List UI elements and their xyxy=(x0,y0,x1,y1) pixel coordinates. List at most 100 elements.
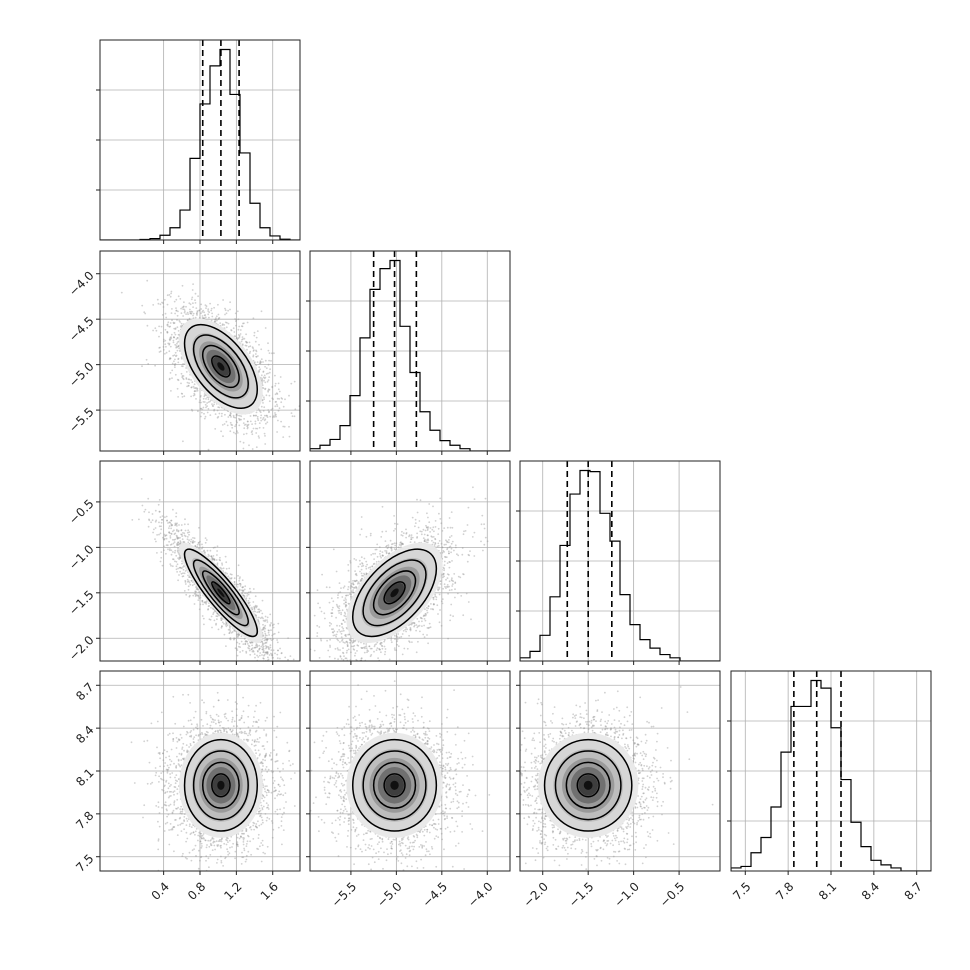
scatter-point xyxy=(177,537,180,539)
scatter-point xyxy=(182,757,184,760)
scatter-point xyxy=(265,791,268,794)
scatter-point xyxy=(217,721,220,723)
scatter-point xyxy=(266,421,269,424)
scatter-point xyxy=(462,533,465,536)
scatter-point xyxy=(197,595,200,598)
scatter-point xyxy=(356,644,359,646)
scatter-point xyxy=(391,843,394,845)
scatter-point xyxy=(254,353,257,355)
scatter-point xyxy=(257,726,260,728)
scatter-point xyxy=(157,752,160,754)
scatter-point xyxy=(346,645,349,648)
scatter-point xyxy=(280,816,283,818)
scatter-point xyxy=(231,721,233,723)
scatter-point xyxy=(450,551,452,554)
scatter-point xyxy=(190,408,193,411)
scatter-point xyxy=(386,547,389,550)
scatter-point xyxy=(225,843,228,846)
scatter-point xyxy=(168,532,171,534)
scatter-point xyxy=(469,550,471,552)
scatter-point xyxy=(444,807,447,810)
scatter-point xyxy=(344,657,347,660)
scatter-point xyxy=(340,772,342,775)
scatter-point xyxy=(168,531,170,534)
scatter-point xyxy=(174,538,177,541)
scatter-point xyxy=(241,343,244,346)
scatter-point xyxy=(211,312,214,315)
scatter-point xyxy=(447,550,450,553)
scatter-point xyxy=(200,401,202,404)
scatter-point xyxy=(179,557,182,560)
scatter-point xyxy=(252,414,255,417)
scatter-point xyxy=(168,350,171,353)
scatter-point xyxy=(214,730,217,733)
scatter-point xyxy=(181,535,184,537)
scatter-point xyxy=(152,329,155,332)
scatter-point xyxy=(443,575,445,578)
scatter-point xyxy=(353,586,356,589)
scatter-point xyxy=(175,354,178,357)
scatter-point xyxy=(266,789,269,791)
scatter-point xyxy=(419,630,421,633)
scatter-point xyxy=(261,844,264,847)
scatter-point xyxy=(205,539,208,541)
density-level xyxy=(217,588,225,598)
scatter-point xyxy=(350,590,353,593)
scatter-point xyxy=(266,619,268,621)
scatter-point xyxy=(363,651,366,654)
scatter-point xyxy=(211,404,214,407)
scatter-point xyxy=(200,308,203,310)
scatter-point xyxy=(177,357,180,360)
scatter-point xyxy=(252,824,255,827)
scatter-point xyxy=(441,602,444,605)
scatter-point xyxy=(241,579,244,582)
scatter-point xyxy=(213,841,216,843)
x-tick-label: 1.2 xyxy=(221,879,244,902)
scatter-point xyxy=(443,564,446,566)
scatter-point xyxy=(257,608,260,611)
scatter-point xyxy=(207,608,209,611)
scatter-point xyxy=(210,716,212,719)
scatter-point xyxy=(160,556,163,559)
scatter-point xyxy=(192,312,195,315)
scatter-point xyxy=(234,335,237,338)
scatter-point xyxy=(272,626,275,629)
scatter-point xyxy=(169,357,172,360)
scatter-point xyxy=(426,740,429,742)
scatter-point xyxy=(207,308,210,311)
scatter-point xyxy=(445,587,447,589)
scatter-point xyxy=(220,721,222,723)
scatter-point xyxy=(169,357,171,359)
scatter-point xyxy=(248,352,251,355)
scatter-point xyxy=(264,619,267,621)
scatter-point xyxy=(432,608,435,611)
scatter-point xyxy=(349,639,352,642)
scatter-point xyxy=(365,565,367,568)
scatter-point xyxy=(261,418,264,421)
scatter-point xyxy=(234,318,237,320)
scatter-point xyxy=(265,394,268,397)
scatter-point xyxy=(208,845,211,848)
scatter-point xyxy=(451,577,453,580)
scatter-point xyxy=(258,426,261,429)
scatter-point xyxy=(236,641,239,644)
scatter-point xyxy=(195,594,198,596)
scatter-point xyxy=(192,317,195,319)
scatter-point xyxy=(188,581,191,584)
scatter-point xyxy=(434,520,437,522)
y-tick-label: −1.0 xyxy=(66,542,97,573)
scatter-point xyxy=(230,730,233,733)
scatter-point xyxy=(347,829,350,832)
scatter-point xyxy=(178,553,181,556)
scatter-point xyxy=(174,779,177,782)
scatter-point xyxy=(197,295,200,298)
scatter-point xyxy=(255,729,258,732)
scatter-point xyxy=(244,666,246,668)
scatter-point xyxy=(160,325,163,328)
scatter-point xyxy=(270,622,272,624)
scatter-point xyxy=(187,384,190,387)
scatter-point xyxy=(270,649,273,651)
scatter-point xyxy=(206,844,208,846)
scatter-point xyxy=(419,499,422,502)
scatter-point xyxy=(353,728,355,731)
